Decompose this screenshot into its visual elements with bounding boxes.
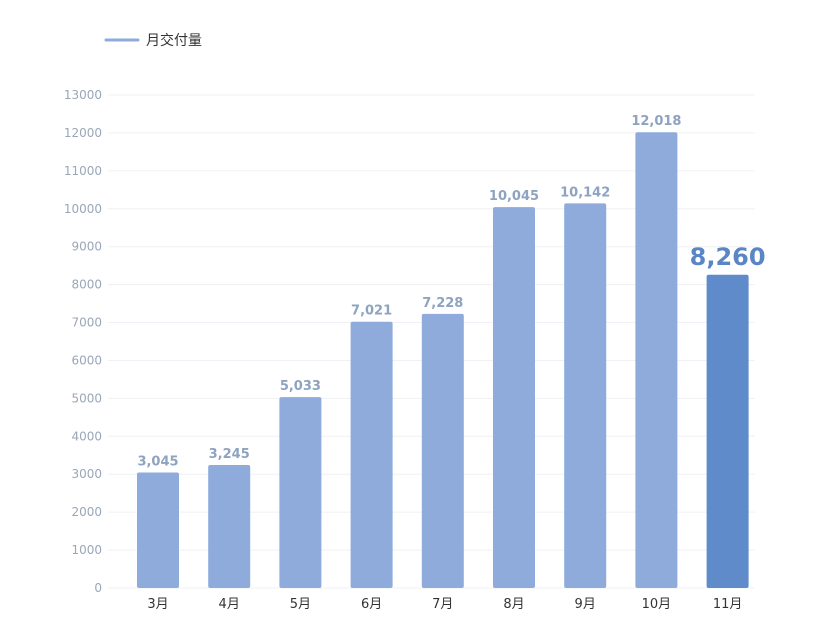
bar — [706, 274, 749, 588]
y-tick-label: 5000 — [71, 391, 102, 405]
bar — [564, 203, 607, 588]
y-tick-label: 11000 — [64, 164, 102, 178]
y-tick-label: 7000 — [71, 316, 102, 330]
y-tick-label: 6000 — [71, 353, 102, 367]
legend-label: 月交付量 — [146, 32, 202, 49]
y-tick-label: 0 — [94, 581, 102, 595]
data-label: 7,228 — [422, 296, 463, 311]
data-label: 8,260 — [690, 243, 766, 271]
x-tick-label: 4月 — [219, 597, 240, 612]
x-tick-label: 3月 — [147, 597, 168, 612]
bars — [137, 132, 749, 589]
y-axis-ticks: 0 1000 2000 3000 4000 5000 6000 7000 8000 9000 100… — [64, 88, 102, 595]
x-tick-label: 5月 — [290, 597, 311, 612]
bar — [635, 132, 678, 588]
y-tick-label: 1000 — [71, 543, 102, 557]
legend: 月交付量 — [104, 32, 202, 49]
data-label: 3,245 — [209, 447, 250, 462]
bar — [421, 313, 464, 588]
data-labels: 3,045 3,245 5,033 7,021 7,228 10,045 10,142 12,… — [137, 114, 765, 469]
x-axis-labels: 3月 4月 5月 6月 7月 8月 9月 10月 11月 — [147, 597, 742, 612]
data-label: 10,142 — [560, 185, 610, 200]
data-label: 7,021 — [351, 304, 392, 319]
bar — [208, 464, 251, 588]
y-tick-label: 2000 — [71, 505, 102, 519]
y-tick-label: 13000 — [64, 88, 102, 102]
x-tick-label: 7月 — [432, 597, 453, 612]
x-tick-label: 8月 — [503, 597, 524, 612]
y-tick-label: 4000 — [71, 429, 102, 443]
data-label: 5,033 — [280, 379, 321, 394]
x-tick-label: 6月 — [361, 597, 382, 612]
y-tick-label: 9000 — [71, 240, 102, 254]
bar — [137, 472, 179, 588]
y-tick-label: 3000 — [71, 467, 102, 481]
x-tick-label: 10月 — [642, 597, 672, 612]
bar — [493, 207, 535, 589]
data-label: 3,045 — [137, 455, 178, 470]
x-tick-label: 9月 — [575, 597, 596, 612]
y-tick-label: 12000 — [64, 126, 102, 140]
y-tick-label: 10000 — [64, 202, 102, 216]
data-label: 10,045 — [489, 189, 539, 204]
x-tick-label: 11月 — [713, 597, 743, 612]
bar — [279, 397, 322, 588]
bar — [350, 321, 393, 588]
data-label: 12,018 — [631, 114, 681, 129]
y-tick-label: 8000 — [71, 278, 102, 292]
